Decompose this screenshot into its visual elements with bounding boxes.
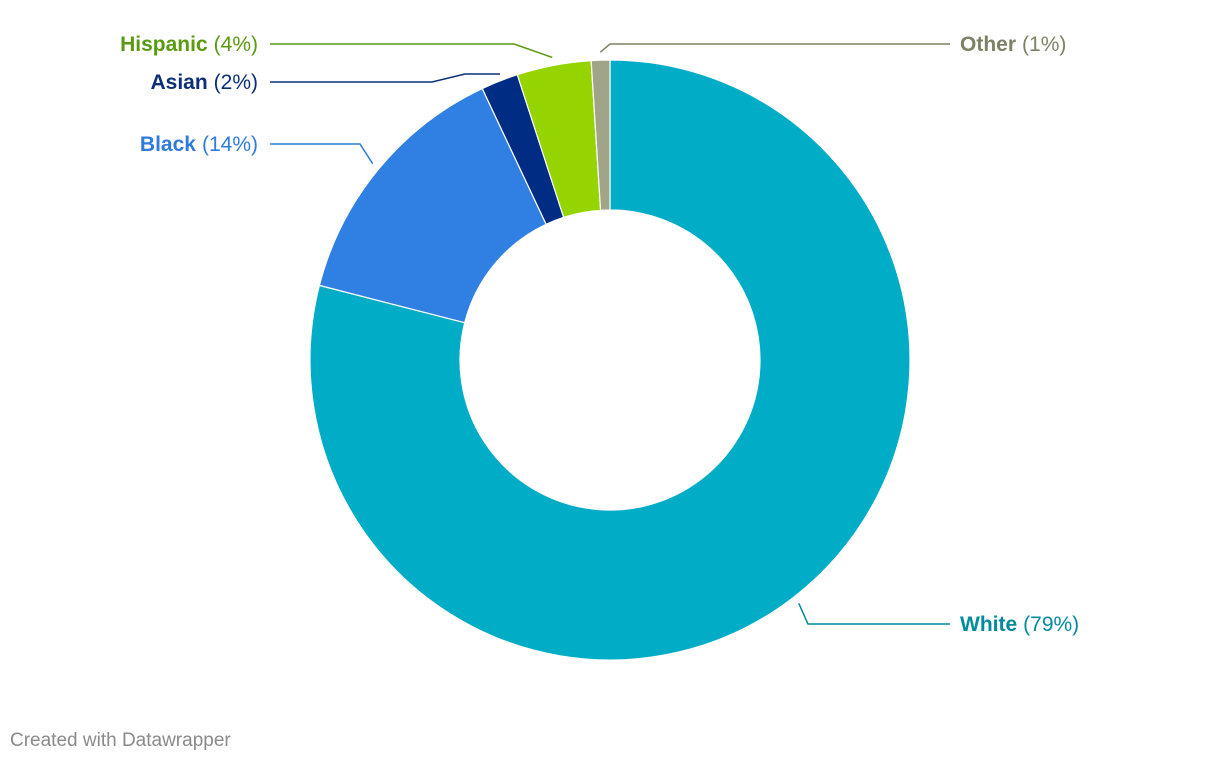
slice-other: [590, 59, 611, 211]
leader-white: [798, 603, 950, 625]
label-black: Black (14%): [140, 133, 258, 156]
label-value-other: (1%): [1022, 33, 1066, 56]
label-name-white: White: [960, 613, 1017, 636]
slice-black: [318, 87, 547, 324]
leader-other: [599, 43, 950, 53]
label-asian: Asian (2%): [150, 71, 258, 94]
label-value-asian: (2%): [214, 71, 258, 94]
label-hispanic: Hispanic (4%): [120, 33, 258, 56]
leader-hispanic: [270, 43, 553, 59]
label-name-other: Other: [960, 33, 1016, 56]
label-other: Other (1%): [960, 33, 1066, 56]
label-name-black: Black: [140, 133, 196, 156]
leader-asian: [270, 73, 500, 83]
slice-labels: White (79%) Black (14%) Asian (2%) Hispanic (4%…: [120, 33, 1079, 636]
donut-slices: [309, 59, 911, 661]
leader-lines: [270, 43, 950, 625]
slice-white: [309, 59, 911, 661]
leader-black: [270, 143, 374, 165]
label-value-black: (14%): [202, 133, 258, 156]
label-name-asian: Asian: [150, 71, 207, 94]
label-name-hispanic: Hispanic: [120, 33, 208, 56]
label-value-hispanic: (4%): [214, 33, 258, 56]
datawrapper-credit[interactable]: Created with Datawrapper: [10, 730, 231, 751]
label-white: White (79%): [960, 613, 1079, 636]
label-value-white: (79%): [1023, 613, 1079, 636]
